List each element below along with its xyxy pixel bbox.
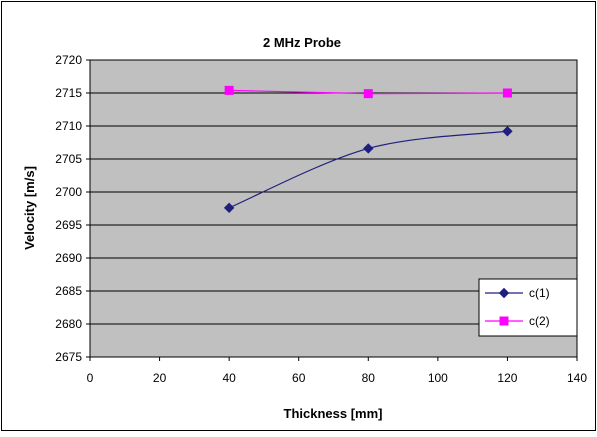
legend-marker-1	[498, 287, 510, 299]
y-axis-ticks: 2675 2680 2685 2690 2695 2700 2705 2710 2715 2720	[55, 53, 90, 364]
data-point-series-1	[502, 126, 513, 137]
series-layer	[223, 85, 513, 214]
y-tick-label: 2720	[55, 53, 82, 67]
data-point-series-2	[224, 85, 234, 95]
data-point-series-2	[363, 89, 373, 99]
x-tick-label: 120	[497, 371, 517, 385]
y-tick-label: 2705	[55, 152, 82, 166]
y-tick-label: 2700	[55, 185, 82, 199]
x-tick-label: 40	[222, 371, 236, 385]
x-tick-label: 80	[362, 371, 376, 385]
y-tick-label: 2675	[55, 350, 82, 364]
y-tick-label: 2680	[55, 317, 82, 331]
legend-label-2: c(2)	[529, 314, 550, 328]
y-tick-label: 2710	[55, 119, 82, 133]
y-tick-label: 2685	[55, 284, 82, 298]
x-tick-label: 20	[153, 371, 167, 385]
y-tick-label: 2690	[55, 251, 82, 265]
y-tick-label: 2715	[55, 86, 82, 100]
x-tick-label: 60	[292, 371, 306, 385]
legend-marker-2	[499, 316, 509, 326]
x-tick-label: 140	[567, 371, 587, 385]
legend: c(1) c(2)	[478, 278, 578, 337]
legend-box	[478, 278, 578, 337]
chart-title: 2 MHz Probe	[263, 35, 341, 50]
x-tick-label: 100	[428, 371, 448, 385]
x-axis-ticks: 0 20 40 60 80 100 120 140	[87, 357, 587, 385]
data-point-series-1	[363, 143, 374, 154]
data-point-series-1	[223, 202, 235, 214]
y-tick-label: 2695	[55, 218, 82, 232]
x-tick-label: 0	[87, 371, 94, 385]
x-axis-label: Thickness [mm]	[284, 406, 383, 421]
legend-label-1: c(1)	[529, 286, 550, 300]
y-axis-label: Velocity [m/s]	[22, 166, 37, 250]
data-point-series-2	[502, 88, 512, 98]
